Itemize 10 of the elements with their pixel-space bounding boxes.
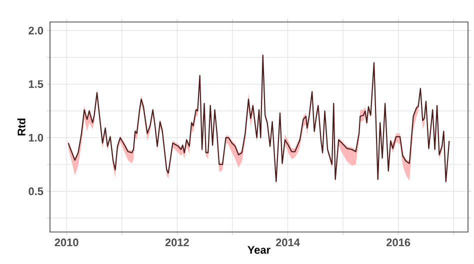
y-tick-label: 0.5 <box>28 187 44 196</box>
x-tick-label: 2012 <box>165 238 189 246</box>
x-tick-label: 2010 <box>54 238 78 246</box>
y-axis-title: Rtd <box>17 118 26 136</box>
y-tick-label: 1.5 <box>28 80 44 88</box>
y-tick-label: 1.0 <box>28 134 44 142</box>
y-tick-label: 2.0 <box>28 26 44 34</box>
x-tick-label: 2016 <box>386 238 410 246</box>
x-tick-label: 2014 <box>276 238 300 246</box>
x-axis-title: Year <box>248 246 270 254</box>
